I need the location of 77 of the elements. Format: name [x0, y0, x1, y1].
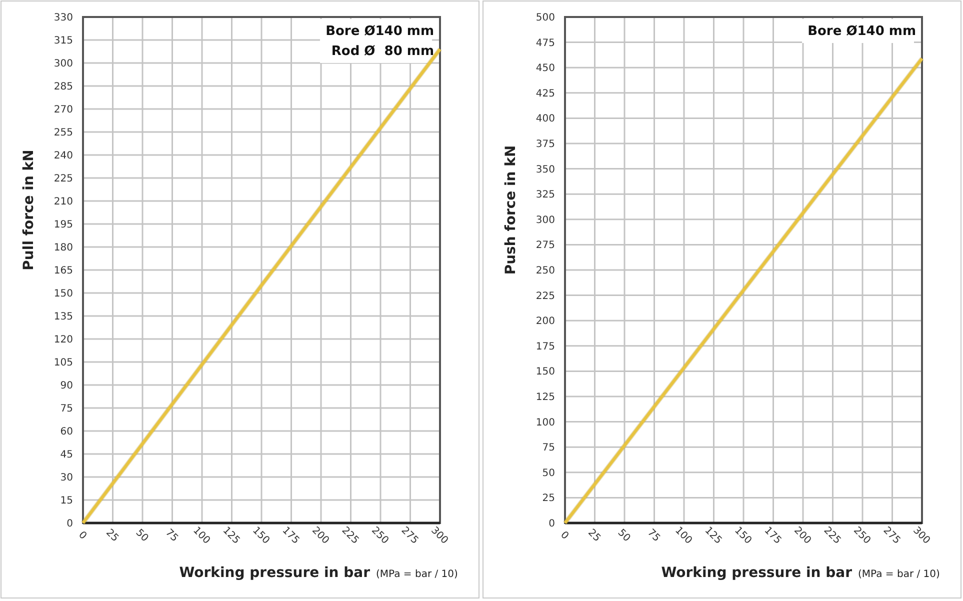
text: (MPa = bar / 10)	[858, 569, 940, 580]
y-tick-label: 210	[54, 196, 73, 208]
y-tick-label: 330	[54, 12, 73, 24]
y-tick-label: 315	[54, 36, 73, 46]
x-tick-label: 275	[880, 525, 902, 546]
x-tick-label: 75	[645, 527, 662, 544]
x-tick-label: 200	[792, 525, 813, 546]
x-tick-label: 275	[398, 525, 420, 546]
y-tick-label: 75	[542, 442, 555, 454]
x-tick-label: 125	[702, 525, 724, 546]
text: (MPa = bar / 10)	[376, 569, 458, 580]
x-axis-title: Working pressure in bar	[179, 565, 370, 581]
x-tick-label: 225	[339, 525, 361, 546]
annotation: Rod Ø 80 mm	[331, 44, 434, 59]
x-tick-label: 300	[910, 525, 932, 546]
y-axis-title: Push force in kN	[503, 145, 519, 275]
x-tick-label: 0	[558, 530, 570, 542]
y-tick-label: 275	[536, 240, 555, 252]
y-tick-label: 105	[54, 358, 73, 368]
y-tick-label: 255	[54, 128, 73, 138]
y-tick-label: 450	[536, 63, 555, 74]
x-tick-label: 250	[851, 525, 872, 546]
y-tick-label: 15	[60, 496, 73, 506]
y-tick-label: 475	[536, 38, 555, 49]
x-tick-label: 25	[586, 527, 602, 544]
y-tick-label: 500	[536, 12, 555, 24]
y-tick-label: 300	[536, 214, 555, 226]
y-tick-label: 350	[536, 164, 555, 176]
annotation: Bore Ø140 mm	[808, 24, 916, 39]
y-tick-label: 180	[54, 242, 73, 254]
y-tick-label: 100	[536, 417, 555, 428]
y-tick-label: 50	[542, 468, 555, 479]
x-tick-label: 50	[133, 527, 150, 544]
y-tick-label: 45	[60, 450, 73, 460]
x-tick-label: 150	[250, 525, 272, 546]
y-tick-label: 400	[536, 114, 555, 125]
y-tick-label: 375	[536, 139, 555, 150]
x-tick-label: 75	[163, 527, 180, 544]
y-tick-label: 25	[542, 493, 555, 504]
x-tick-label: 25	[104, 527, 120, 544]
y-tick-label: 60	[60, 426, 73, 438]
y-tick-label: 225	[54, 174, 73, 184]
x-tick-label: 125	[220, 525, 242, 546]
y-tick-label: 250	[536, 266, 555, 276]
y-tick-label: 285	[54, 82, 73, 92]
x-tick-label: 250	[369, 525, 390, 546]
y-tick-label: 165	[54, 266, 73, 276]
y-tick-label: 325	[536, 190, 555, 201]
y-tick-label: 425	[536, 88, 555, 100]
x-tick-label: 175	[762, 525, 784, 546]
x-tick-label: 100	[190, 525, 212, 546]
y-tick-label: 150	[536, 366, 555, 378]
y-tick-label: 240	[54, 150, 73, 162]
y-tick-label: 225	[536, 290, 555, 302]
x-axis-title: Working pressure in bar	[661, 565, 852, 581]
y-tick-label: 175	[536, 341, 555, 352]
x-tick-label: 50	[615, 527, 632, 544]
y-tick-label: 150	[54, 288, 73, 300]
y-tick-label: 200	[536, 316, 555, 328]
y-tick-label: 90	[60, 380, 73, 392]
y-tick-label: 30	[60, 472, 73, 484]
x-tick-label: 175	[280, 525, 302, 546]
annotation: Bore Ø140 mm	[326, 24, 434, 39]
x-tick-label: 0	[76, 530, 88, 542]
x-tick-label: 200	[310, 525, 331, 546]
y-tick-label: 120	[54, 334, 73, 346]
x-tick-label: 225	[821, 525, 843, 546]
x-tick-label: 150	[732, 525, 754, 546]
y-tick-label: 300	[54, 58, 73, 70]
y-tick-label: 135	[54, 312, 73, 322]
y-tick-label: 75	[60, 404, 73, 414]
y-tick-label: 195	[54, 220, 73, 230]
y-tick-label: 270	[54, 104, 73, 116]
y-tick-label: 125	[536, 392, 555, 403]
x-tick-label: 100	[672, 525, 694, 546]
y-axis-title: Pull force in kN	[21, 150, 37, 270]
x-tick-label: 300	[428, 525, 450, 546]
